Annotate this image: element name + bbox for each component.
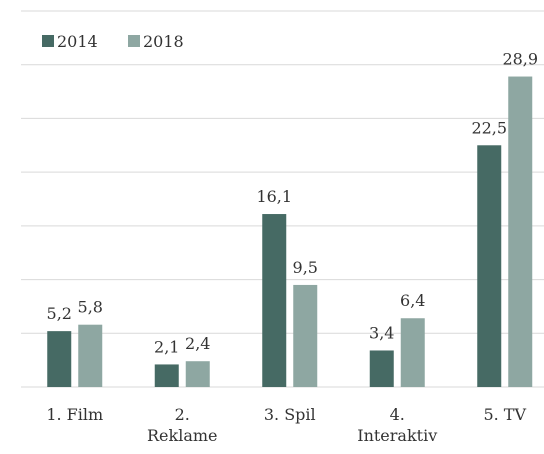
legend-label: 2018: [143, 32, 184, 51]
data-label: 22,5: [471, 118, 507, 137]
bar: [262, 214, 287, 387]
data-label: 2,1: [154, 337, 179, 356]
x-tick-label: 4. Interaktiv: [357, 405, 438, 445]
data-label: 5,8: [78, 298, 103, 317]
bar: [508, 76, 533, 387]
bar: [78, 324, 103, 387]
x-tick-label: 1. Film: [46, 405, 104, 424]
data-label: 6,4: [400, 291, 425, 310]
bar: [185, 361, 210, 387]
bar: [47, 331, 72, 387]
bar: [369, 350, 394, 387]
bar: [293, 284, 318, 387]
x-tick-label: 5. TV: [483, 405, 527, 424]
x-tick-label: 2. Reklame: [146, 405, 218, 445]
data-label: 5,2: [47, 304, 72, 323]
data-label: 28,9: [502, 50, 538, 69]
data-label: 3,4: [369, 323, 394, 342]
bar: [154, 364, 179, 387]
bar: [477, 145, 502, 387]
x-tick-label: 3. Spil: [263, 405, 316, 424]
legend-swatch: [128, 35, 140, 47]
data-label: 2,4: [185, 334, 210, 353]
data-label: 16,1: [256, 187, 292, 206]
legend-swatch: [42, 35, 54, 47]
data-label: 9,5: [293, 258, 318, 277]
bar: [400, 318, 425, 387]
legend-label: 2014: [57, 32, 98, 51]
